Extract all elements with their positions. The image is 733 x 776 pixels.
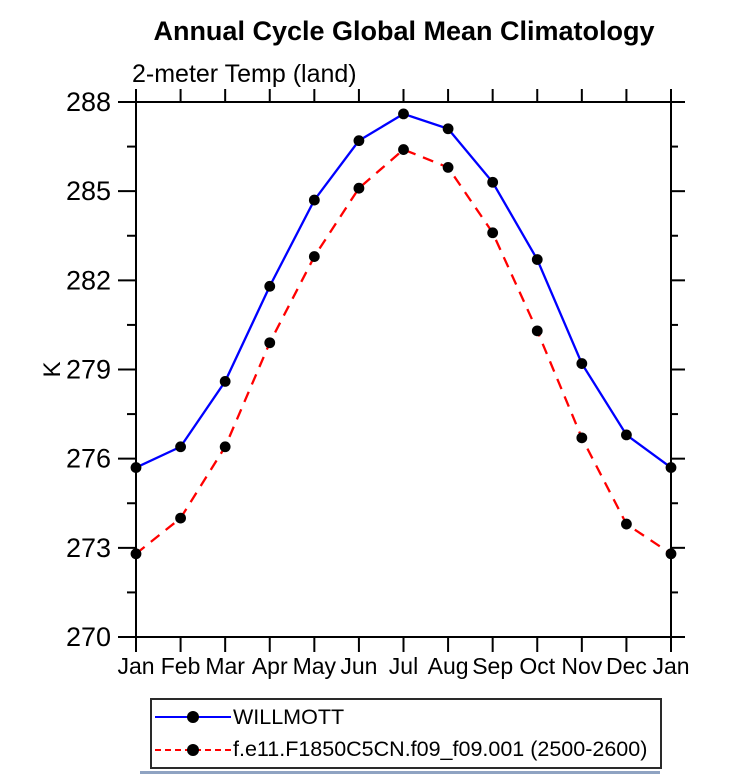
data-point-marker-0 [665, 462, 677, 473]
y-tick-label: 276 [66, 444, 111, 474]
chart-subtitle: 2-meter Temp (land) [132, 60, 357, 88]
y-tick-label: 279 [66, 355, 111, 385]
data-point-marker-0 [398, 108, 409, 120]
x-tick-label: Aug [428, 653, 469, 679]
x-tick-label: Jan [117, 653, 154, 679]
data-point-marker-1 [665, 548, 677, 560]
data-point-marker-0 [308, 194, 320, 206]
data-point-marker-0 [130, 462, 142, 473]
legend-line-sample-dashed [155, 743, 231, 757]
x-tick-label: Mar [205, 653, 245, 679]
data-point-marker-1 [487, 227, 499, 239]
chart-title: Annual Cycle Global Mean Climatology [153, 16, 655, 46]
data-point-marker-1 [130, 548, 142, 560]
data-point-marker-0 [264, 280, 276, 292]
x-tick-label: Jan [652, 653, 689, 679]
legend-label: WILLMOTT [233, 704, 345, 729]
y-axis-label: K [39, 361, 66, 377]
legend-marker-dot [187, 711, 199, 724]
data-point-marker-0 [576, 358, 588, 369]
x-tick-label: Nov [561, 653, 602, 679]
legend-label: f.e11.F1850C5CN.f09_f09.001 (2500-2600) [233, 737, 648, 762]
x-tick-label: Apr [252, 653, 288, 679]
data-point-marker-1 [398, 144, 409, 155]
x-tick-label: Oct [519, 653, 555, 679]
legend-item-model-run: f.e11.F1850C5CN.f09_f09.001 (2500-2600) [155, 735, 660, 765]
data-point-marker-1 [621, 518, 632, 530]
chart-legend: WILLMOTT f.e11.F1850C5CN.f09_f09.001 (25… [150, 698, 662, 769]
y-tick-label: 282 [66, 265, 111, 295]
data-point-marker-0 [442, 123, 454, 135]
data-point-marker-1 [308, 251, 320, 262]
x-tick-label: Sep [472, 653, 513, 679]
x-tick-label: Jul [389, 653, 418, 679]
y-tick-label: 270 [66, 622, 111, 652]
data-point-marker-0 [219, 375, 231, 387]
data-point-marker-0 [531, 254, 543, 265]
y-tick-label: 288 [66, 87, 111, 117]
y-tick-label: 285 [66, 176, 111, 206]
data-point-marker-1 [442, 161, 454, 173]
data-point-marker-1 [264, 337, 276, 349]
data-point-marker-1 [531, 325, 543, 337]
y-tick-label: 273 [66, 533, 111, 563]
series-line-1 [135, 148, 672, 555]
data-point-marker-1 [576, 432, 588, 444]
data-point-marker-0 [621, 429, 632, 441]
x-tick-label: Jun [340, 653, 377, 679]
data-point-marker-0 [353, 135, 365, 147]
x-tick-label: Feb [161, 653, 201, 679]
legend-marker-dot [187, 743, 199, 756]
legend-item-willmott: WILLMOTT [155, 702, 660, 732]
plot-frame [135, 101, 672, 638]
legend-line-sample-solid [155, 710, 231, 724]
series-line-0 [135, 112, 672, 469]
data-point-marker-1 [353, 182, 365, 194]
x-tick-label: May [293, 653, 337, 679]
x-tick-label: Dec [606, 653, 647, 679]
data-point-marker-0 [175, 441, 186, 453]
data-point-marker-0 [487, 176, 499, 188]
data-point-marker-1 [219, 441, 231, 453]
data-point-marker-1 [175, 512, 186, 524]
bottom-divider-line [140, 771, 660, 774]
